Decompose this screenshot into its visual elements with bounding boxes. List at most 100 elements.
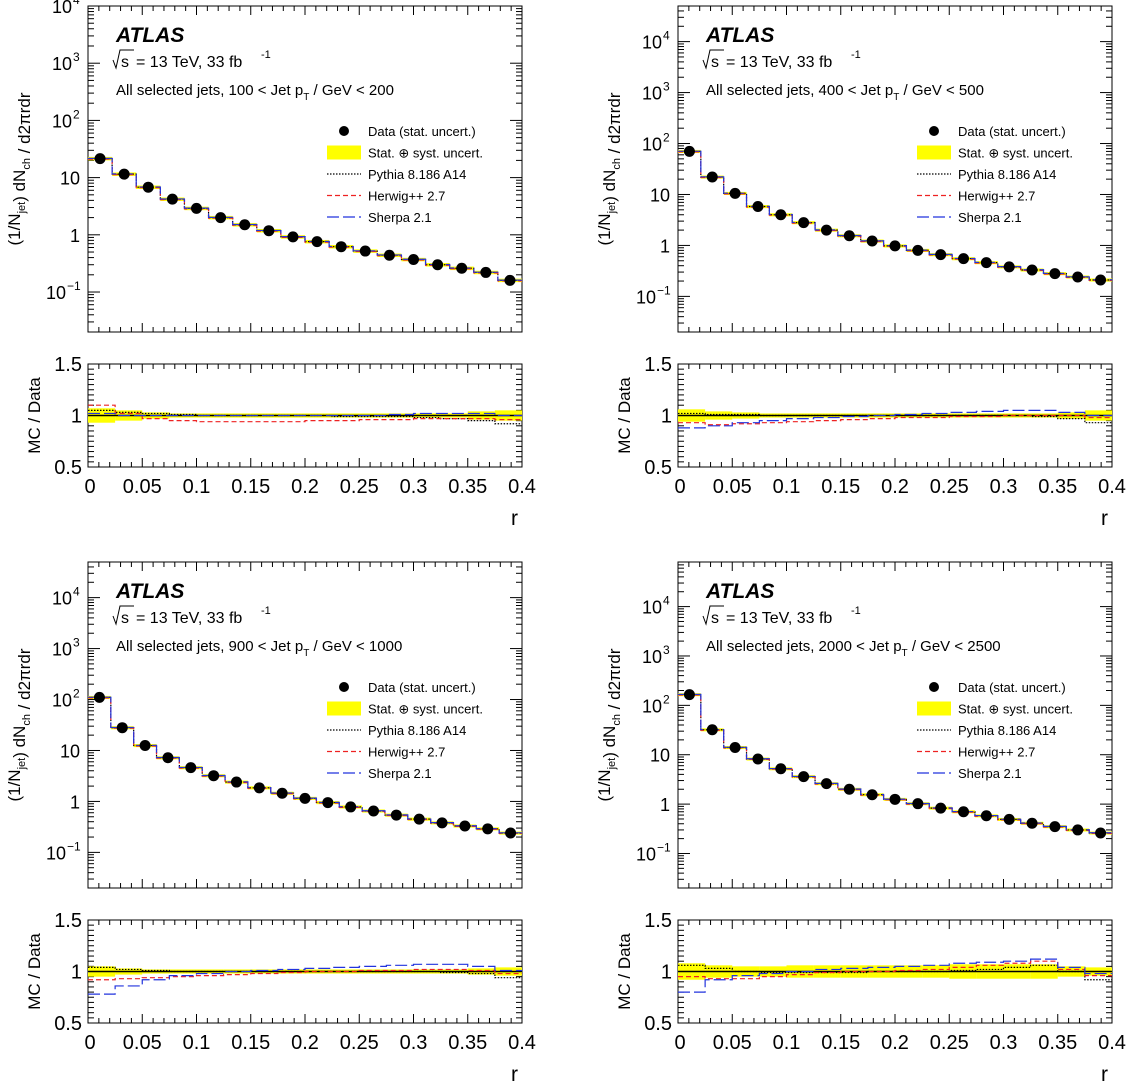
y-tick-exponent: −1 xyxy=(657,840,671,854)
data-point xyxy=(752,753,764,765)
data-point xyxy=(1026,264,1038,276)
y-tick-label: 1 xyxy=(70,792,80,812)
legend-band xyxy=(327,701,361,716)
y-label-part: ) dN xyxy=(10,170,29,202)
data-point xyxy=(889,240,901,252)
ratio-y-axis-label: MC / Data xyxy=(25,377,44,454)
legend-label: Data (stat. uncert.) xyxy=(368,680,476,695)
legend-label: Data (stat. uncert.) xyxy=(368,124,476,139)
x-tick-label: 0.3 xyxy=(400,476,428,498)
selection-main: All selected jets, 2000 < Jet p xyxy=(706,638,902,655)
atlas-label: ATLAS xyxy=(115,580,184,603)
y-tick-exponent: 3 xyxy=(663,643,670,657)
sqrt-symbol xyxy=(702,49,724,70)
selection-tail: / GeV < 2500 xyxy=(908,638,1001,655)
legend-label: Herwig++ 2.7 xyxy=(958,189,1035,204)
ratio-y-tick-label: 1 xyxy=(661,962,672,984)
y-label-part: / d2πrdr xyxy=(15,92,34,158)
legend-label: Stat. ⊕ syst. uncert. xyxy=(958,702,1073,717)
data-point xyxy=(912,244,924,256)
legend-label: Sherpa 2.1 xyxy=(368,210,432,225)
data-point xyxy=(935,802,947,814)
data-point xyxy=(459,820,471,832)
y-tick-label: 1 xyxy=(70,226,80,246)
y-tick-label: 10 xyxy=(52,589,72,609)
data-point xyxy=(413,813,425,825)
x-tick-label: 0.3 xyxy=(400,1032,428,1054)
x-tick-label: 0.1 xyxy=(183,476,211,498)
ratio-y-axis-label: MC / Data xyxy=(615,377,634,454)
y-tick-label: 1 xyxy=(660,795,670,815)
sqrt-s-text: s xyxy=(711,610,719,627)
data-point xyxy=(866,235,878,247)
sqrt-symbol xyxy=(112,605,134,626)
data-point xyxy=(263,225,275,237)
energy-lumi-text: = 13 TeV, 33 fb xyxy=(726,610,832,627)
data-point xyxy=(322,797,334,809)
x-tick-label: 0.2 xyxy=(881,476,909,498)
ratio-y-tick-label: 1.5 xyxy=(54,910,82,932)
legend-marker xyxy=(339,126,349,136)
x-tick-label: 0.35 xyxy=(1038,476,1077,498)
y-tick-label: 10 xyxy=(642,84,662,104)
y-tick-exponent: 4 xyxy=(73,0,80,7)
y-label-part: (1/N xyxy=(5,769,24,801)
data-point xyxy=(191,202,202,214)
selection-subscript: T xyxy=(303,92,309,103)
data-point xyxy=(1049,821,1061,833)
legend-label: Sherpa 2.1 xyxy=(958,766,1022,781)
sqrt-symbol xyxy=(112,49,134,70)
data-point xyxy=(408,254,419,266)
legend-label: Herwig++ 2.7 xyxy=(368,745,445,760)
x-tick-label: 0.25 xyxy=(340,476,379,498)
herwig-main xyxy=(678,151,1112,282)
herwig-ratio xyxy=(88,404,522,423)
x-tick-label: 0.35 xyxy=(448,476,487,498)
data-point xyxy=(706,724,718,736)
sqrt-s-text: s xyxy=(121,54,129,71)
data-point xyxy=(432,259,444,271)
sherpa-ratio xyxy=(678,409,1112,429)
sherpa-ratio xyxy=(88,963,522,995)
y-axis-label: (1/Njet) dNch / d2πrdr xyxy=(595,648,624,801)
data-point xyxy=(752,201,764,213)
atlas-label: ATLAS xyxy=(705,580,774,603)
data-point xyxy=(958,253,970,265)
ratio-y-tick-label: 1.5 xyxy=(644,910,672,932)
data-point xyxy=(798,771,810,783)
y-tick-exponent: −1 xyxy=(657,283,671,297)
data-point xyxy=(1095,827,1107,839)
y-tick-exponent: 3 xyxy=(663,80,670,94)
ratio-y-tick-label: 0.5 xyxy=(54,457,82,479)
data-point xyxy=(253,782,265,794)
y-label-part: (1/N xyxy=(595,213,614,245)
legend-label: Stat. ⊕ syst. uncert. xyxy=(368,702,483,717)
x-tick-label: 0.25 xyxy=(340,1032,379,1054)
y-tick-label: 10 xyxy=(52,111,72,131)
x-tick-label: 0.15 xyxy=(231,476,270,498)
selection-tail: / GeV < 200 xyxy=(309,82,394,99)
x-tick-label: 0.4 xyxy=(508,1032,536,1054)
y-tick-exponent: 4 xyxy=(73,585,80,599)
ratio-y-axis-label: MC / Data xyxy=(25,933,44,1010)
selection-tail: / GeV < 1000 xyxy=(309,638,402,655)
ratio-y-tick-label: 1 xyxy=(71,962,82,984)
y-label-subscript: ch xyxy=(611,714,623,726)
atlas-label: ATLAS xyxy=(115,24,184,47)
ratio-y-tick-label: 1.5 xyxy=(54,354,82,376)
pythia-ratio xyxy=(88,966,522,979)
lumi-exponent: -1 xyxy=(261,49,271,61)
data-point xyxy=(94,153,106,165)
legend-band xyxy=(327,145,361,160)
x-tick-label: 0.25 xyxy=(930,1032,969,1054)
ratio-y-tick-label: 0.5 xyxy=(54,1013,82,1035)
selection-text: All selected jets, 2000 < Jet pT / GeV <… xyxy=(706,638,1001,659)
x-tick-label: 0.05 xyxy=(713,476,752,498)
x-tick-label: 0.4 xyxy=(508,476,536,498)
data-point xyxy=(139,740,151,752)
x-tick-label: 0.4 xyxy=(1098,476,1126,498)
y-label-subscript: jet xyxy=(606,758,618,771)
data-point xyxy=(775,763,787,775)
